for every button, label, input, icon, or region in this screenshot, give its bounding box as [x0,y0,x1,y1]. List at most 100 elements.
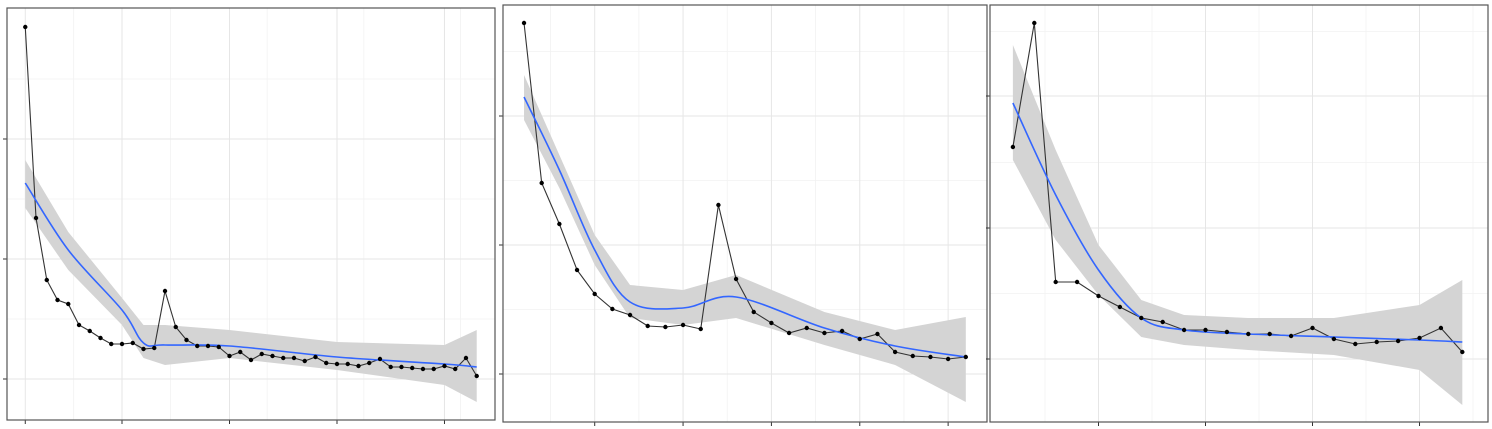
data-point [334,361,340,367]
data-point [645,323,650,329]
data-point [474,373,479,379]
data-point [910,353,915,359]
plot-area [521,20,968,402]
data-point [557,221,562,227]
data-point [1160,319,1165,325]
data-point [152,345,157,351]
data-point [680,322,686,328]
data-point [324,360,329,366]
data-point [259,351,264,357]
data-point [945,356,951,362]
data-point [698,326,703,332]
data-point [1246,331,1251,337]
data-point [173,324,178,330]
data-point [162,288,168,294]
data-point [716,202,721,208]
data-point [195,343,200,349]
data-point [1353,341,1358,347]
data-point [804,325,809,331]
data-point [1010,144,1016,150]
data-point [313,354,318,360]
data-point [55,297,60,303]
data-point [857,336,862,342]
data-point [44,277,49,283]
data-point [574,267,580,273]
data-point [270,353,275,359]
data-point [1374,339,1379,345]
data-point [442,363,447,369]
data-point [1310,325,1315,331]
data-point [141,346,146,352]
data-point [205,343,211,349]
data-point [119,341,125,347]
data-point [1460,349,1465,355]
data-point [539,180,544,186]
data-point [453,366,458,372]
smooth-line [24,182,477,368]
data-line [523,22,966,360]
data-point [356,363,361,369]
data-point [733,276,739,282]
data-point [1438,325,1444,331]
panel-border [502,4,988,423]
data-point [291,355,297,361]
data-point [302,358,307,364]
smooth-line [523,96,966,358]
data-point [463,355,469,361]
data-point [66,301,71,307]
data-point [592,291,597,297]
panel-border [989,4,1489,423]
data-point [627,312,633,318]
data-point [248,357,254,363]
data-point [1117,304,1123,310]
data-point [377,356,383,362]
confidence-band [1012,45,1463,405]
data-point [1417,335,1422,341]
data-point [1331,336,1337,342]
data-point [1074,279,1080,285]
data-point [130,340,135,346]
data-point [184,337,189,343]
data-point [227,353,232,359]
confidence-band [25,160,477,402]
data-point [663,324,668,330]
panel-border [6,7,496,421]
data-point [76,322,82,328]
plot-area [23,24,479,402]
panel [3,7,496,424]
data-point [1139,315,1144,321]
data-point [1203,327,1208,333]
data-point [345,361,350,367]
confidence-band [524,75,966,402]
data-point [420,366,426,372]
plot-area [1010,20,1465,405]
data-point [98,335,103,341]
data-point [1267,331,1272,337]
data-point [1224,329,1230,335]
data-point [281,355,286,361]
data-point [1032,20,1037,26]
data-point [892,349,898,355]
data-point [521,20,527,26]
data-point [388,364,393,370]
data-point [87,328,92,334]
data-point [1288,333,1294,339]
data-point [23,24,28,30]
data-point [431,366,436,372]
data-point [238,349,243,355]
data-point [928,354,933,360]
data-point [1395,338,1401,344]
panel [986,4,1489,426]
panel [499,4,988,426]
data-point [875,331,880,337]
data-point [1053,279,1058,285]
data-point [610,306,615,312]
data-point [399,364,404,370]
data-point [410,365,415,371]
data-point [751,309,756,315]
data-point [1096,293,1101,299]
data-point [822,330,827,336]
data-point [786,330,792,336]
data-point [33,215,39,221]
